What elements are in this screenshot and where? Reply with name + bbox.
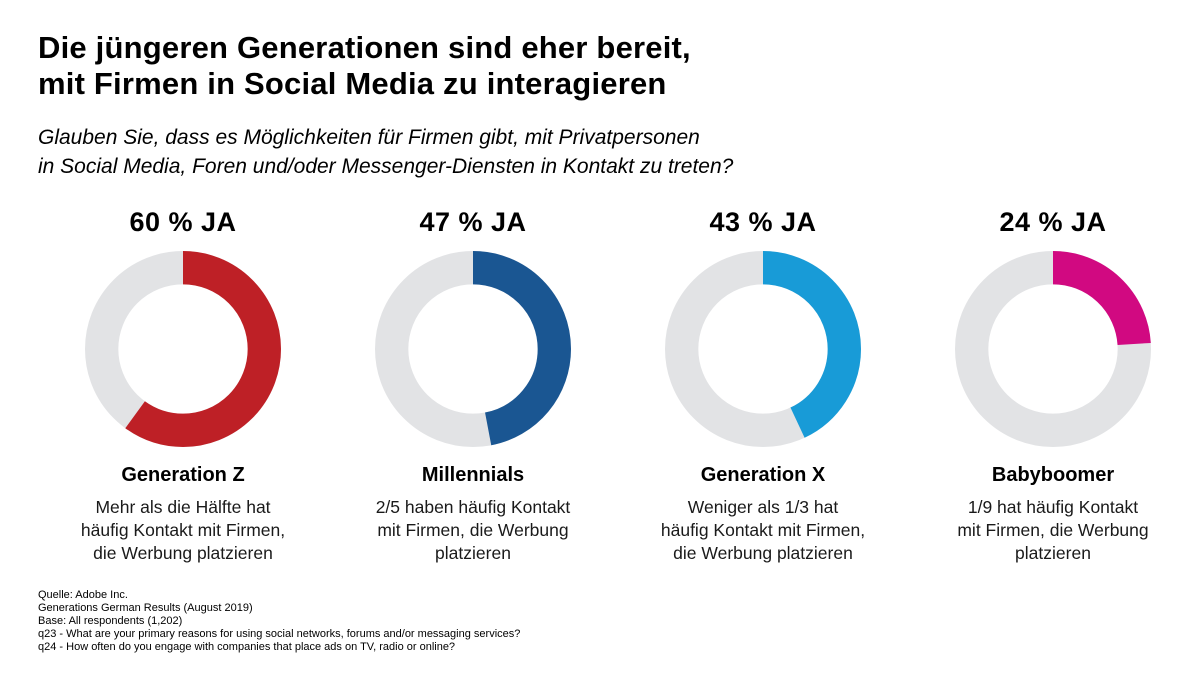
footer-line: Generations German Results (August 2019) — [38, 602, 253, 614]
donut-chart — [85, 251, 281, 447]
generation-description: 2/5 haben häufig Kontakt mit Firmen, die… — [375, 497, 571, 563]
donut-chart — [955, 251, 1151, 447]
charts-row: 60 % JA Generation Z Mehr als die Hälfte… — [38, 207, 1170, 565]
donut-value-arc — [955, 251, 1151, 447]
generation-description: 1/9 hat häufig Kontakt mit Firmen, die W… — [957, 497, 1149, 563]
donut-svg — [955, 251, 1151, 447]
donut-value-arc — [85, 251, 281, 447]
generation-name: Generation Z — [121, 464, 245, 486]
infographic-page: Die jüngeren Generationen sind eher bere… — [38, 30, 1170, 653]
generation-column: 47 % JA Millennials 2/5 haben häufig Kon… — [328, 207, 618, 565]
footer-line: Quelle: Adobe Inc. — [38, 589, 128, 601]
generation-column: 43 % JA Generation X Weniger als 1/3 hat… — [618, 207, 908, 565]
page-title: Die jüngeren Generationen sind eher bere… — [38, 30, 691, 101]
generation-name: Babyboomer — [991, 464, 1115, 486]
donut-value-arc — [665, 251, 861, 447]
footer-line: q24 - How often do you engage with compa… — [38, 641, 456, 653]
donut-svg — [665, 251, 861, 447]
generation-name: Generation X — [700, 464, 826, 486]
generation-name: Millennials — [421, 464, 525, 486]
percent-yes-label: 60 % JA — [129, 207, 237, 237]
donut-svg — [375, 251, 571, 447]
survey-question-subtitle: Glauben Sie, dass es Möglichkeiten für F… — [38, 126, 734, 178]
donut-chart — [665, 251, 861, 447]
donut-svg — [85, 251, 281, 447]
source-footer: Quelle: Adobe Inc. Generations German Res… — [38, 589, 520, 654]
donut-chart — [375, 251, 571, 447]
footer-line: q23 - What are your primary reasons for … — [38, 628, 521, 640]
generation-description: Mehr als die Hälfte hat häufig Kontakt m… — [80, 497, 286, 563]
donut-value-arc — [375, 251, 571, 447]
percent-yes-label: 24 % JA — [999, 207, 1107, 237]
generation-column: 60 % JA Generation Z Mehr als die Hälfte… — [38, 207, 328, 565]
percent-yes-label: 43 % JA — [709, 207, 817, 237]
generation-column: 24 % JA Babyboomer 1/9 hat häufig Kontak… — [908, 207, 1198, 565]
footer-line: Base: All respondents (1,202) — [38, 615, 183, 627]
generation-description: Weniger als 1/3 hat häufig Kontakt mit F… — [660, 497, 866, 563]
percent-yes-label: 47 % JA — [419, 207, 527, 237]
